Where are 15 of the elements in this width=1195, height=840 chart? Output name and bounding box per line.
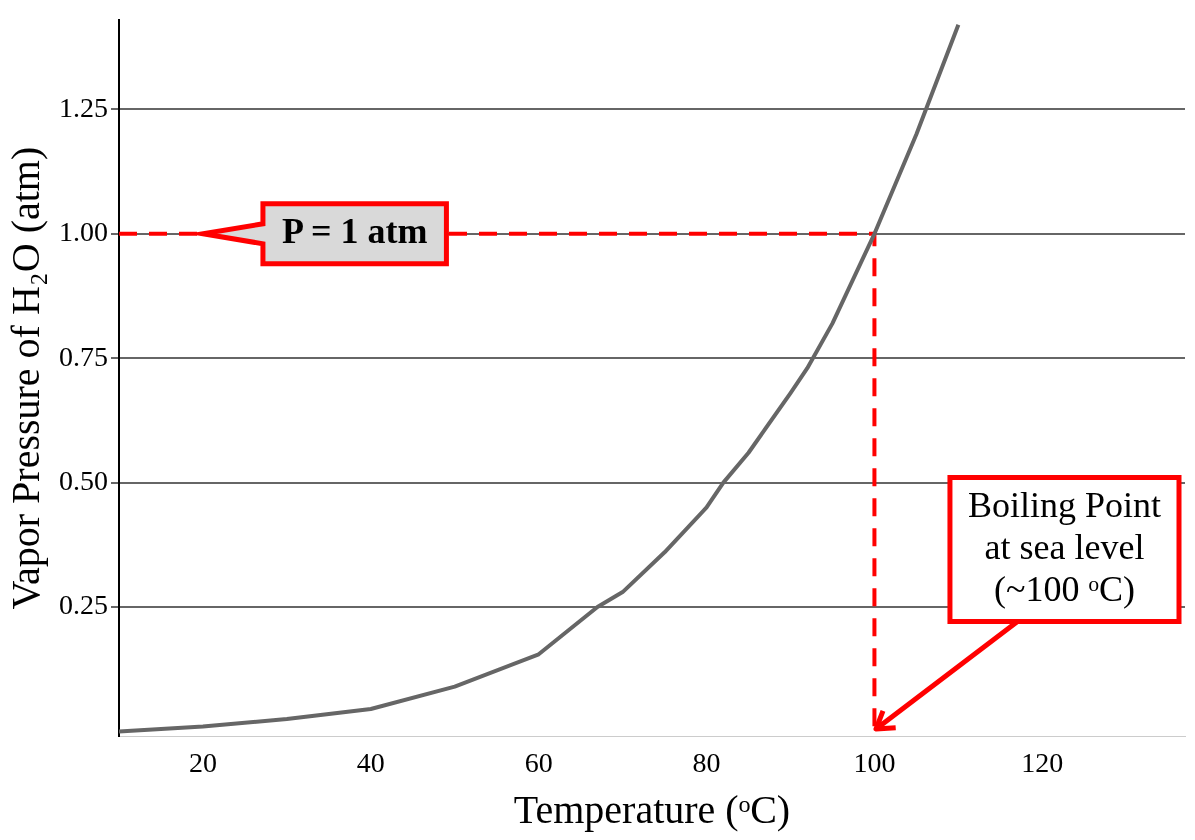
y-axis-title: Vapor Pressure of H₂O (atm) <box>2 146 48 610</box>
y-tick-label: 0.50 <box>59 464 108 496</box>
y-tick-label: 0.25 <box>59 589 108 621</box>
x-tick-label: 60 <box>524 746 553 778</box>
y-tick-label: 0.75 <box>59 340 108 372</box>
x-axis-title: Temperature (ᵒC) <box>513 786 791 832</box>
x-tick-label: 20 <box>188 746 217 778</box>
x-tick-label: 80 <box>692 746 721 778</box>
y-tick-label: 1.25 <box>59 91 108 123</box>
x-tick-label: 120 <box>1021 746 1064 778</box>
annotation: P = 1 atm <box>281 211 428 252</box>
x-tick-label: 40 <box>356 746 385 778</box>
y-tick-label: 1.00 <box>59 216 108 248</box>
x-tick-label: 100 <box>853 746 896 778</box>
annotation: Boiling Point at sea level (~100 ᵒC) <box>967 484 1161 609</box>
